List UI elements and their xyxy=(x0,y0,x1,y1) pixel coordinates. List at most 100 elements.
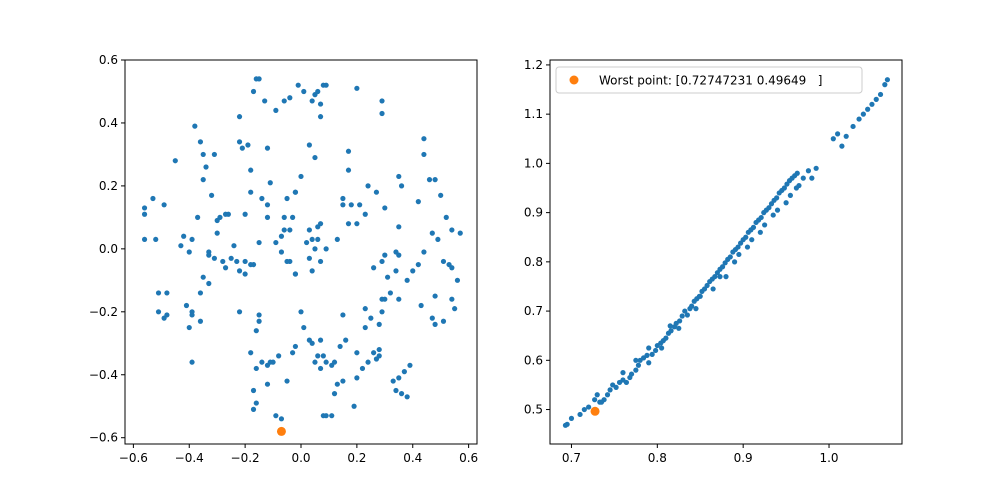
left-data-point-156 xyxy=(312,154,318,161)
right-data-point-18 xyxy=(628,371,635,377)
right-data-point-67 xyxy=(758,214,764,221)
left-data-point-126 xyxy=(357,202,363,208)
left-data-point-207 xyxy=(396,296,402,302)
left-data-point-24 xyxy=(236,114,243,120)
left-y-tick-label-6: 0.6 xyxy=(99,53,118,67)
right-data-point-82 xyxy=(800,175,806,181)
left-data-point-119 xyxy=(393,249,399,255)
right-data-point-98 xyxy=(598,399,605,405)
left-data-point-171 xyxy=(264,145,271,151)
left-data-point-120 xyxy=(396,224,402,230)
left-data-point-206 xyxy=(404,277,410,283)
left-data-point-139 xyxy=(306,255,312,261)
left-data-point-15 xyxy=(203,164,209,170)
right-plot-points xyxy=(562,77,891,428)
left-x-tick-label-5: 0.4 xyxy=(403,451,422,465)
left-data-point-60 xyxy=(236,309,243,315)
left-data-point-188 xyxy=(421,151,427,158)
right-data-point-49 xyxy=(712,274,718,280)
left-x-tick-label-4: 0.2 xyxy=(347,451,366,465)
left-data-point-103 xyxy=(365,359,371,365)
left-data-point-66 xyxy=(253,365,259,372)
left-data-point-100 xyxy=(340,312,346,318)
right-data-point-97 xyxy=(884,77,891,83)
right-data-point-55 xyxy=(727,254,733,260)
left-data-point-98 xyxy=(337,343,343,350)
left-data-point-144 xyxy=(292,271,299,277)
left-data-point-169 xyxy=(273,107,279,113)
left-data-point-109 xyxy=(379,309,385,315)
left-data-point-198 xyxy=(449,296,455,302)
left-data-point-27 xyxy=(250,88,257,95)
right-plot-legend: Worst point: [0.72747231 0.49649 ] xyxy=(555,66,863,94)
left-data-point-79 xyxy=(298,309,304,315)
left-data-point-194 xyxy=(440,258,447,265)
left-data-point-76 xyxy=(284,378,290,384)
left-plot-y-axis: −0.6 −0.4 −0.2 0.0 0.2 0.4 0.6 xyxy=(89,53,125,445)
left-data-point-197 xyxy=(454,277,461,283)
right-data-point-25 xyxy=(649,351,655,357)
left-data-point-43 xyxy=(242,258,248,265)
left-data-point-191 xyxy=(438,192,444,198)
left-data-point-65 xyxy=(259,359,265,365)
right-data-point-23 xyxy=(644,352,650,358)
left-data-point-55 xyxy=(155,290,162,296)
right-data-point-99 xyxy=(620,370,626,376)
left-scatter-plot: −0.6 −0.4 −0.2 0.0 0.2 0.4 0.6 −0.6 −0.4 −0.2 0.0… xyxy=(89,53,478,465)
right-data-point-87 xyxy=(839,143,845,149)
right-x-tick-label-1: 0.8 xyxy=(648,451,667,465)
left-data-point-34 xyxy=(231,243,237,249)
right-data-point-2 xyxy=(568,415,575,421)
right-data-point-4 xyxy=(581,406,587,413)
left-data-point-77 xyxy=(290,350,296,356)
left-data-point-150 xyxy=(287,227,293,233)
left-data-point-209 xyxy=(418,302,424,309)
right-data-point-104 xyxy=(710,286,716,292)
right-x-tick-label-0: 0.7 xyxy=(562,451,581,465)
left-data-point-0 xyxy=(141,205,148,211)
left-data-point-201 xyxy=(435,236,441,243)
left-data-point-149 xyxy=(281,227,287,233)
left-y-tick-label-4: 0.2 xyxy=(99,179,118,193)
right-data-point-94 xyxy=(873,96,879,102)
left-data-point-44 xyxy=(242,271,248,277)
left-data-point-190 xyxy=(432,177,438,183)
left-data-point-163 xyxy=(323,82,329,88)
left-y-tick-label-1: −0.4 xyxy=(89,368,118,382)
right-data-point-64 xyxy=(750,224,757,230)
left-data-point-5 xyxy=(161,202,167,208)
left-data-point-181 xyxy=(345,167,352,173)
left-data-point-87 xyxy=(323,359,329,365)
left-data-point-53 xyxy=(197,318,204,324)
left-data-point-151 xyxy=(290,214,296,220)
left-y-tick-label-5: 0.4 xyxy=(99,116,118,130)
left-data-point-182 xyxy=(379,98,385,104)
left-data-point-178 xyxy=(259,195,265,202)
left-data-point-13 xyxy=(197,139,204,145)
left-data-point-91 xyxy=(331,391,338,397)
left-data-point-176 xyxy=(273,239,279,246)
left-data-point-213 xyxy=(407,362,413,368)
left-data-point-131 xyxy=(334,236,340,243)
right-data-point-109 xyxy=(774,207,781,213)
right-data-point-119 xyxy=(757,229,763,235)
left-data-point-136 xyxy=(309,236,315,243)
left-data-point-135 xyxy=(306,227,312,233)
right-data-point-92 xyxy=(865,106,871,112)
left-data-point-31 xyxy=(242,211,248,217)
left-data-point-117 xyxy=(393,268,399,274)
left-data-point-51 xyxy=(189,312,195,318)
left-data-point-166 xyxy=(295,82,301,88)
right-y-tick-label-1: 0.6 xyxy=(524,353,543,367)
right-data-point-37 xyxy=(682,308,688,314)
left-data-point-106 xyxy=(376,353,382,359)
left-data-point-6 xyxy=(172,158,178,164)
left-data-point-214 xyxy=(401,369,407,375)
left-data-point-88 xyxy=(317,365,324,372)
right-plot-y-axis: 0.5 0.6 0.7 0.8 0.9 1.0 1.1 1.2 xyxy=(524,58,550,417)
left-data-point-16 xyxy=(200,177,206,183)
left-x-tick-label-1: −0.4 xyxy=(175,451,204,465)
right-data-point-52 xyxy=(719,264,726,270)
left-data-point-141 xyxy=(317,258,324,265)
